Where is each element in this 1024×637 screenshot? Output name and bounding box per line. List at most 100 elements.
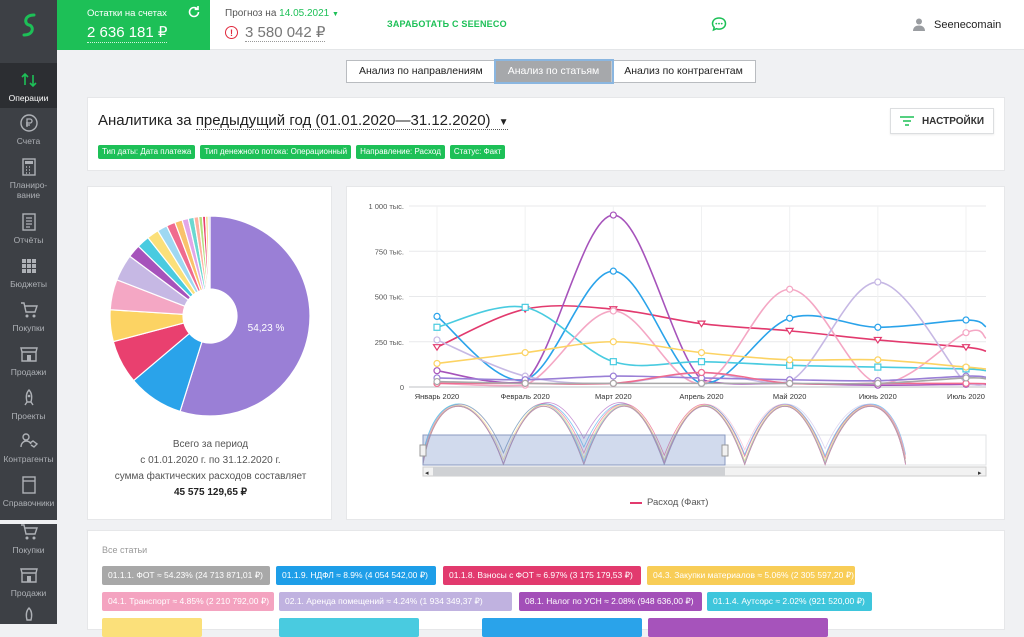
series-line[interactable] bbox=[436, 375, 987, 382]
scroll-right-icon[interactable]: ▸ bbox=[978, 469, 982, 477]
chevron-down-icon[interactable]: ▼ bbox=[332, 11, 339, 18]
data-point[interactable] bbox=[433, 359, 441, 368]
series-line[interactable] bbox=[436, 214, 987, 387]
data-point[interactable] bbox=[873, 336, 883, 345]
data-point[interactable] bbox=[874, 363, 882, 371]
data-point[interactable] bbox=[696, 320, 707, 328]
forecast-widget[interactable]: Прогноз на 14.05.2021 ▼ ! 3 580 042 ₽ bbox=[225, 8, 339, 42]
series-line[interactable] bbox=[436, 340, 987, 370]
sidebar-item-directories[interactable]: Справочники bbox=[0, 475, 57, 508]
article-tag[interactable]: 01.1.4. Аутсорс ≈ 2.02% (921 520,00 ₽) bbox=[707, 592, 872, 611]
data-point[interactable] bbox=[609, 379, 617, 387]
data-point[interactable] bbox=[786, 314, 794, 322]
article-tag[interactable]: 01.1.9. НДФЛ ≈ 8.9% (4 054 542,00 ₽) bbox=[276, 566, 436, 585]
data-point[interactable] bbox=[609, 211, 617, 219]
sidebar-item-sales[interactable]: Продажи bbox=[0, 344, 57, 377]
article-tag[interactable] bbox=[648, 618, 828, 637]
article-tag[interactable] bbox=[279, 618, 419, 637]
sidebar-item-planning[interactable]: Планиро- вание bbox=[0, 157, 57, 200]
data-point[interactable] bbox=[609, 338, 617, 346]
data-point[interactable] bbox=[609, 358, 617, 366]
data-point[interactable] bbox=[962, 374, 970, 382]
sidebar-item-reports[interactable]: Отчёты bbox=[0, 212, 57, 245]
filter-chip[interactable]: Тип даты: Дата платежа bbox=[98, 145, 196, 159]
navigator-handle[interactable] bbox=[721, 444, 729, 457]
data-point[interactable] bbox=[609, 372, 617, 380]
data-point[interactable] bbox=[786, 285, 794, 293]
chat-icon[interactable] bbox=[711, 16, 727, 32]
data-point[interactable] bbox=[433, 312, 441, 321]
data-point[interactable] bbox=[609, 267, 617, 275]
article-tag[interactable] bbox=[482, 618, 642, 637]
navigator-handle[interactable] bbox=[419, 444, 427, 457]
series-line[interactable] bbox=[436, 270, 987, 385]
data-point[interactable] bbox=[432, 344, 442, 352]
sidebar-item-contractors[interactable]: Контрагенты bbox=[0, 431, 57, 464]
data-point[interactable] bbox=[962, 329, 970, 337]
article-tag[interactable]: 08.1. Налог по УСН ≈ 2.08% (948 636,00 ₽… bbox=[519, 592, 702, 611]
data-point[interactable] bbox=[786, 356, 794, 364]
article-tag[interactable] bbox=[102, 618, 202, 637]
data-point[interactable] bbox=[697, 358, 706, 366]
tab-contractors[interactable]: Анализ по контрагентам bbox=[624, 65, 743, 77]
data-point[interactable] bbox=[962, 316, 970, 324]
balance-widget[interactable]: Остатки на счетах 2 636 181 ₽ bbox=[57, 0, 210, 50]
data-point[interactable] bbox=[697, 379, 706, 387]
sidebar-item-sales-2[interactable]: Продажи bbox=[0, 565, 57, 598]
series-line[interactable] bbox=[436, 288, 987, 387]
data-point[interactable] bbox=[874, 323, 882, 331]
data-point[interactable] bbox=[874, 356, 882, 364]
sidebar-item-projects-2[interactable] bbox=[0, 606, 57, 629]
scrollbar-thumb[interactable] bbox=[433, 467, 725, 476]
data-point[interactable] bbox=[521, 349, 529, 357]
data-point[interactable] bbox=[874, 379, 882, 387]
article-tag[interactable]: 01.1.1. ФОТ ≈ 54.23% (24 713 871,01 ₽) bbox=[102, 566, 270, 585]
article-tag[interactable]: 01.1.8. Взносы с ФОТ ≈ 6.97% (3 175 179,… bbox=[443, 566, 641, 585]
scroll-left-icon[interactable]: ◂ bbox=[425, 469, 429, 477]
data-point[interactable] bbox=[786, 379, 794, 387]
sidebar-item-purchases-2[interactable]: Покупки bbox=[0, 522, 57, 555]
data-point[interactable] bbox=[961, 344, 971, 352]
series-line[interactable] bbox=[436, 305, 987, 372]
filter-chip[interactable]: Тип денежного потока: Операционный bbox=[200, 145, 352, 159]
data-point[interactable] bbox=[521, 379, 529, 387]
tab-directions[interactable]: Анализ по направлениям bbox=[347, 61, 496, 82]
period-select[interactable]: предыдущий год (01.01.2020—31.12.2020) ▼ bbox=[195, 112, 509, 130]
sidebar-item-accounts[interactable]: Счета bbox=[0, 113, 57, 146]
article-tag[interactable]: 04.3. Закупки материалов ≈ 5.06% (2 305 … bbox=[647, 566, 855, 585]
data-point[interactable] bbox=[433, 323, 441, 331]
filter-chip[interactable]: Статус: Факт bbox=[449, 145, 506, 159]
data-point[interactable] bbox=[609, 307, 617, 315]
sidebar-item-operations[interactable]: Операции bbox=[0, 63, 57, 108]
data-point[interactable] bbox=[697, 368, 706, 377]
tab-articles[interactable]: Анализ по статьям bbox=[495, 61, 613, 82]
user-menu[interactable]: Seenecomain bbox=[913, 18, 1001, 31]
data-point[interactable] bbox=[433, 336, 441, 344]
data-point[interactable] bbox=[962, 363, 970, 371]
article-tag[interactable]: 04.1. Транспорт ≈ 4.85% (2 210 792,00 ₽) bbox=[102, 592, 274, 611]
sidebar-item-budgets[interactable]: Бюджеты bbox=[0, 256, 57, 289]
series-line[interactable] bbox=[436, 304, 987, 352]
data-point[interactable] bbox=[697, 349, 706, 357]
app-logo[interactable] bbox=[0, 0, 57, 50]
earn-link[interactable]: ЗАРАБОТАТЬ С SEENECO bbox=[387, 19, 507, 29]
pie-slice[interactable] bbox=[179, 215, 311, 417]
forecast-date[interactable]: 14.05.2021 bbox=[279, 8, 330, 19]
navigator-window[interactable] bbox=[422, 434, 726, 466]
sidebar-item-projects[interactable]: Проекты bbox=[0, 388, 57, 421]
settings-button[interactable]: НАСТРОЙКИ bbox=[890, 108, 994, 134]
chart-navigator[interactable] bbox=[419, 402, 987, 466]
pie-slice[interactable] bbox=[207, 215, 211, 290]
data-point[interactable] bbox=[874, 278, 882, 286]
data-point[interactable] bbox=[785, 327, 795, 336]
sidebar-item-purchases[interactable]: Покупки bbox=[0, 300, 57, 333]
data-point[interactable] bbox=[433, 367, 441, 375]
series-line[interactable] bbox=[436, 376, 987, 385]
filter-chip[interactable]: Направление: Расход bbox=[356, 145, 445, 159]
refresh-icon[interactable] bbox=[187, 5, 201, 19]
article-tag[interactable]: 02.1. Аренда помещений ≈ 4.24% (1 934 34… bbox=[279, 592, 512, 611]
data-point[interactable] bbox=[433, 377, 441, 386]
series-line[interactable] bbox=[436, 281, 987, 386]
data-point[interactable] bbox=[521, 303, 529, 311]
chart-legend[interactable]: Расход (Факт) bbox=[630, 497, 708, 508]
